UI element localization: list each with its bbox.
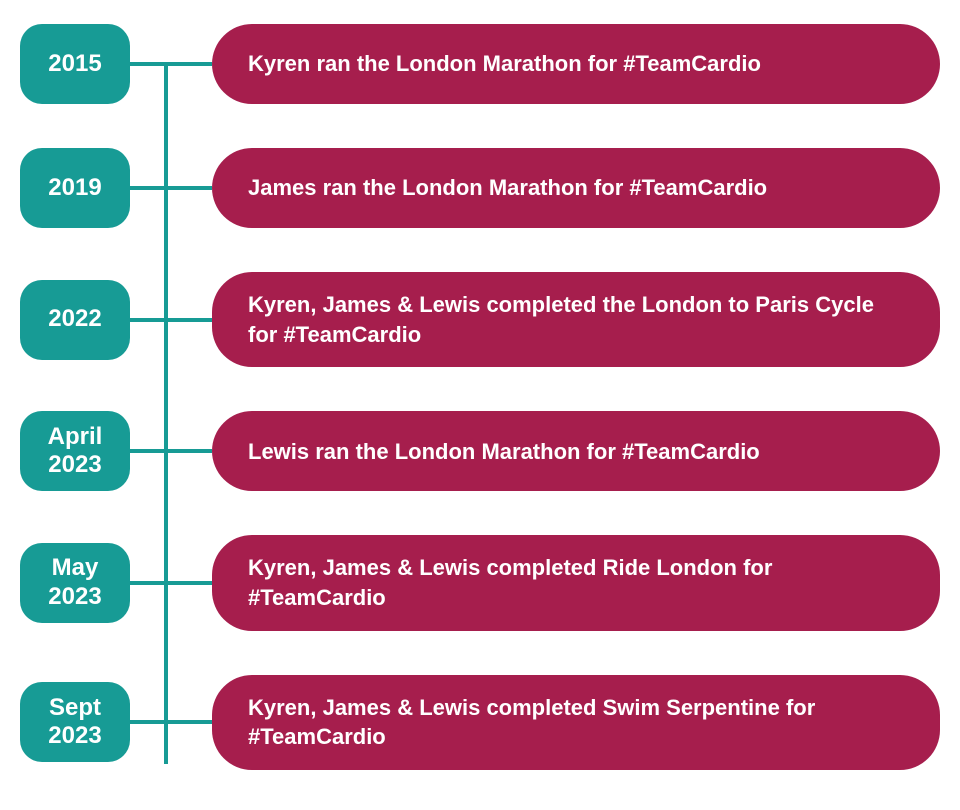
connector-line <box>130 318 212 322</box>
connector-line <box>130 449 212 453</box>
event-pill: James ran the London Marathon for #TeamC… <box>212 148 940 228</box>
event-pill: Kyren, James & Lewis completed the Londo… <box>212 272 940 367</box>
timeline: 2015 Kyren ran the London Marathon for #… <box>20 24 940 770</box>
timeline-row: April 2023 Lewis ran the London Marathon… <box>20 411 940 491</box>
date-pill: 2019 <box>20 148 130 228</box>
date-pill: Sept 2023 <box>20 682 130 762</box>
event-pill: Lewis ran the London Marathon for #TeamC… <box>212 411 940 491</box>
date-pill: April 2023 <box>20 411 130 491</box>
connector-line <box>130 62 212 66</box>
timeline-row: 2022 Kyren, James & Lewis completed the … <box>20 272 940 367</box>
date-pill: 2022 <box>20 280 130 360</box>
connector-line <box>130 581 212 585</box>
timeline-row: May 2023 Kyren, James & Lewis completed … <box>20 535 940 630</box>
timeline-row: 2015 Kyren ran the London Marathon for #… <box>20 24 940 104</box>
connector-line <box>130 186 212 190</box>
connector-line <box>130 720 212 724</box>
date-pill: May 2023 <box>20 543 130 623</box>
event-pill: Kyren, James & Lewis completed Swim Serp… <box>212 675 940 770</box>
timeline-row: 2019 James ran the London Marathon for #… <box>20 148 940 228</box>
event-pill: Kyren, James & Lewis completed Ride Lond… <box>212 535 940 630</box>
timeline-row: Sept 2023 Kyren, James & Lewis completed… <box>20 675 940 770</box>
date-pill: 2015 <box>20 24 130 104</box>
event-pill: Kyren ran the London Marathon for #TeamC… <box>212 24 940 104</box>
